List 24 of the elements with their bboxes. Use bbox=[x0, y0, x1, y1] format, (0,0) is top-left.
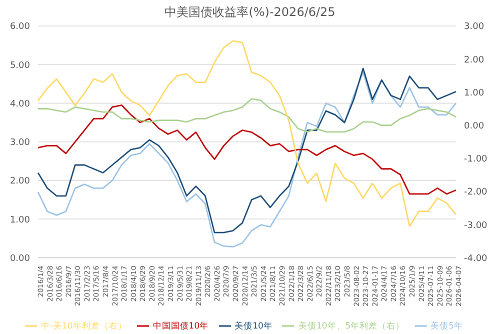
legend-label: 美债10年、5年利差（右） bbox=[298, 321, 405, 331]
y2-tick-label: -1.00 bbox=[464, 154, 488, 165]
y-tick-label: 3.00 bbox=[10, 138, 30, 148]
y2-tick-label: -4.00 bbox=[464, 254, 488, 264]
y2-tick-label: 2.00 bbox=[464, 55, 484, 66]
y2-tick-label: 1.00 bbox=[464, 88, 484, 98]
y-tick-label: 4.00 bbox=[10, 99, 30, 110]
chart-title: 中美国债收益率(%)-2026/6/25 bbox=[164, 4, 336, 21]
y-tick-label: 0.00 bbox=[10, 254, 30, 264]
legend-label: 美债5年 bbox=[430, 321, 464, 331]
y2-tick-label: -2.00 bbox=[464, 188, 488, 198]
y2-tick-label: 0.00 bbox=[464, 121, 484, 132]
legend-label: 美债10年 bbox=[234, 321, 272, 331]
line-series bbox=[37, 98, 457, 133]
y-tick-label: 6.00 bbox=[10, 22, 30, 32]
line-series bbox=[37, 40, 457, 227]
y-tick-label: 2.00 bbox=[10, 176, 30, 187]
y-tick-label: 1.00 bbox=[10, 215, 30, 226]
legend-label: 中国国债10年 bbox=[152, 321, 209, 331]
y-tick-label: 5.00 bbox=[10, 60, 30, 71]
line-series bbox=[37, 104, 457, 195]
y2-tick-label: 3.00 bbox=[464, 22, 484, 32]
y2-tick-label: -3.00 bbox=[464, 220, 488, 231]
legend-label: 中-美10年利差（右） bbox=[40, 321, 127, 331]
